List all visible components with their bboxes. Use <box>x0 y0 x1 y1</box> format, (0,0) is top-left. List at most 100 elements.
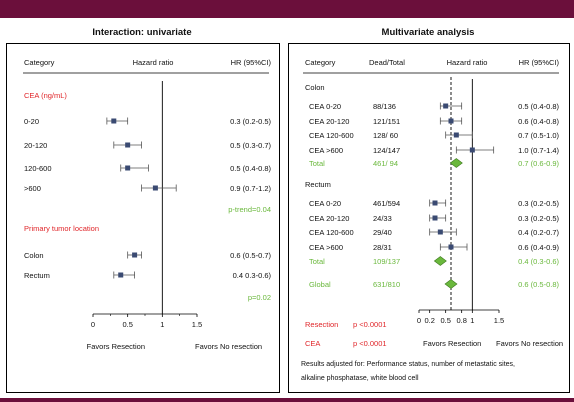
global-dead-total: 631/810 <box>373 280 400 289</box>
adjustment-footnote-2: alkaline phosphatase, white blood cell <box>301 375 419 382</box>
row-dead-total: 121/151 <box>373 117 400 126</box>
row-hr-text: 0.7 (0.5-1.0) <box>518 131 559 140</box>
row-hr-text: 0.6 (0.4-0.9) <box>518 243 559 252</box>
row-point <box>432 200 438 206</box>
x-tick-label: 1 <box>470 316 474 325</box>
left-forest-plot: Category Hazard ratio HR (95%CI) CEA (ng/mL… <box>23 58 272 351</box>
total-diamond <box>433 256 447 266</box>
x-tick-label: 0.2 <box>424 316 434 325</box>
header-hr-ci: HR (95%CI) <box>519 58 560 67</box>
row-hr-text: 0.6 (0.5-0.7) <box>230 251 271 260</box>
row-hr-text: 0.3 (0.2-0.5) <box>230 117 271 126</box>
row-point <box>432 215 438 221</box>
row-dead-total: 28/31 <box>373 243 392 252</box>
total-dead-total: 109/137 <box>373 257 400 266</box>
group-label: Rectum <box>305 180 331 189</box>
total-dead-total: 461/ 94 <box>373 159 398 168</box>
pvalue-value: p <0.0001 <box>353 320 387 329</box>
header-hr-ci: HR (95%CI) <box>231 58 272 67</box>
row-hr-text: 0.5 (0.3-0.7) <box>230 141 271 150</box>
row-hr-text: 0.5 (0.4-0.8) <box>230 164 271 173</box>
favors-no-resection-label: Favors No resection <box>195 342 262 351</box>
header-category: Category <box>305 58 336 67</box>
pvalue-label: CEA <box>305 339 320 348</box>
row-category: CEA >600 <box>309 243 343 252</box>
row-category: 20-120 <box>24 141 47 150</box>
x-tick-label: 1.5 <box>494 316 504 325</box>
row-dead-total: 24/33 <box>373 214 392 223</box>
row-category: 0-20 <box>24 117 39 126</box>
pvalue-value: p <0.0001 <box>353 339 387 348</box>
x-tick-label: 0.8 <box>456 316 466 325</box>
row-category: >600 <box>24 184 41 193</box>
row-category: CEA 0-20 <box>309 102 341 111</box>
row-category: CEA 120-600 <box>309 228 354 237</box>
x-tick-label: 0 <box>417 316 421 325</box>
x-tick-label: 1.5 <box>192 320 202 329</box>
global-hr-text: 0.6 (0.5-0.8) <box>518 280 559 289</box>
total-diamond <box>449 158 463 168</box>
row-point <box>437 229 443 235</box>
header-hazard-ratio: Hazard ratio <box>447 58 488 67</box>
header-bar <box>0 0 574 18</box>
header-hazard-ratio: Hazard ratio <box>133 58 174 67</box>
row-category: CEA 120-600 <box>309 131 354 140</box>
row-point <box>453 132 459 138</box>
row-hr-text: 0.5 (0.4-0.8) <box>518 102 559 111</box>
row-point <box>118 272 124 278</box>
row-point <box>125 142 131 148</box>
row-category: CEA >600 <box>309 146 343 155</box>
header-dead-total: Dead/Total <box>369 58 405 67</box>
group-label: Primary tumor location <box>24 224 99 233</box>
total-hr-text: 0.4 (0.3-0.6) <box>518 257 559 266</box>
right-panel: Category Dead/Total Hazard ratio HR (95%CI)… <box>288 43 570 393</box>
footer-bar <box>0 398 574 402</box>
x-tick-label: 0.5 <box>122 320 132 329</box>
row-hr-text: 0.9 (0.7-1.2) <box>230 184 271 193</box>
global-diamond <box>444 279 458 289</box>
row-hr-text: 1.0 (0.7-1.4) <box>518 146 559 155</box>
total-hr-text: 0.7 (0.6-0.9) <box>518 159 559 168</box>
row-category: Colon <box>24 251 44 260</box>
row-hr-text: 0.6 (0.4-0.8) <box>518 117 559 126</box>
row-hr-text: 0.4 (0.2-0.7) <box>518 228 559 237</box>
total-category: Total <box>309 159 325 168</box>
group-label: CEA (ng/mL) <box>24 91 67 100</box>
row-category: Rectum <box>24 271 50 280</box>
row-category: 120-600 <box>24 164 52 173</box>
pvalue-label: Resection <box>305 320 338 329</box>
x-tick-label: 0.5 <box>440 316 450 325</box>
row-dead-total: 128/ 60 <box>373 131 398 140</box>
row-dead-total: 461/594 <box>373 199 400 208</box>
row-hr-text: 0.4 0.3-0.6) <box>233 271 272 280</box>
row-point <box>469 147 475 153</box>
row-category: CEA 20-120 <box>309 214 349 223</box>
row-point <box>132 252 138 258</box>
row-point <box>152 185 158 191</box>
adjustment-footnote-1: Results adjusted for: Performance status… <box>301 361 515 368</box>
row-hr-text: 0.3 (0.2-0.5) <box>518 199 559 208</box>
row-category: CEA 0-20 <box>309 199 341 208</box>
favors-no-resection-label: Favors No resection <box>496 339 563 348</box>
favors-resection-label: Favors Resection <box>423 339 481 348</box>
global-category: Global <box>309 280 331 289</box>
row-dead-total: 29/40 <box>373 228 392 237</box>
x-tick-label: 1 <box>160 320 164 329</box>
row-dead-total: 88/136 <box>373 102 396 111</box>
left-panel-title: Interaction: univariate <box>92 27 192 38</box>
favors-resection-label: Favors Resection <box>87 342 145 351</box>
p-value-footnote: p-trend=0.04 <box>228 205 271 214</box>
row-point <box>125 165 131 171</box>
row-hr-text: 0.3 (0.2-0.5) <box>518 214 559 223</box>
total-category: Total <box>309 257 325 266</box>
row-point <box>443 103 449 109</box>
left-panel: Category Hazard ratio HR (95%CI) CEA (ng/mL… <box>6 43 280 393</box>
row-point <box>111 118 117 124</box>
x-tick-label: 0 <box>91 320 95 329</box>
header-category: Category <box>24 58 55 67</box>
row-category: CEA 20-120 <box>309 117 349 126</box>
row-point <box>448 244 454 250</box>
row-point <box>448 118 454 124</box>
p-value-footnote: p=0.02 <box>248 293 271 302</box>
row-dead-total: 124/147 <box>373 146 400 155</box>
